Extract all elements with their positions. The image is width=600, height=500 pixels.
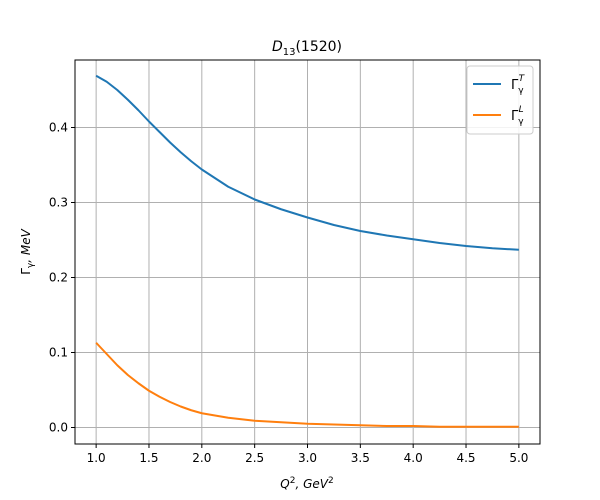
- y-axis-label-sub: γ: [26, 262, 36, 268]
- x-axis-label-sup2: 2: [328, 476, 334, 486]
- ticks: 1.0 1.5 2.0 2.5 3.0 3.5 4.0 4.5 5.0 0.0 0.1 0.2 0.3 0…: [49, 121, 529, 466]
- x-tick-label: 2.0: [192, 451, 211, 465]
- legend-label-transverse-base: Γ: [511, 78, 519, 93]
- chart-title: D13(1520): [272, 39, 342, 58]
- y-tick-label: 0.3: [49, 196, 68, 210]
- legend-label-transverse: ΓγT: [511, 74, 526, 96]
- y-tick-label: 0.0: [49, 421, 68, 435]
- y-axis-label-rest: , MeV: [19, 228, 33, 262]
- y-axis-label: Γγ, MeV: [19, 228, 36, 274]
- legend-label-longitudinal-sub: γ: [518, 117, 524, 127]
- x-tick-label: 5.0: [509, 451, 528, 465]
- x-axis-label-mid: , GeV: [295, 477, 328, 491]
- legend-label-longitudinal-base: Γ: [511, 109, 519, 124]
- y-axis-label-base: Γ: [19, 268, 33, 275]
- series-line-transverse: [95, 74, 519, 251]
- legend-label-longitudinal-sup: L: [519, 105, 524, 115]
- x-axis-label-sup: 2: [290, 476, 296, 486]
- x-axis-label: Q2, GeV2: [280, 476, 333, 491]
- y-tick-label: 0.2: [49, 271, 68, 285]
- x-tick-label: 1.0: [87, 451, 106, 465]
- legend: ΓγT ΓγL: [466, 65, 534, 135]
- legend-label-transverse-sup: T: [519, 74, 526, 84]
- chart-title-rest: (1520): [295, 39, 342, 55]
- x-tick-label: 3.5: [351, 451, 370, 465]
- legend-label-transverse-sub: γ: [518, 86, 524, 96]
- legend-label-longitudinal: ΓγL: [511, 105, 524, 127]
- x-tick-label: 2.5: [245, 451, 264, 465]
- series-layer: [95, 74, 519, 428]
- x-axis-label-base: Q: [280, 477, 289, 491]
- x-tick-label: 1.5: [139, 451, 158, 465]
- chart-title-sub: 13: [283, 47, 296, 58]
- x-tick-label: 3.0: [298, 451, 317, 465]
- x-tick-label: 4.0: [404, 451, 423, 465]
- y-tick-label: 0.4: [49, 121, 68, 135]
- y-tick-label: 0.1: [49, 346, 68, 360]
- chart-title-base: D: [272, 39, 283, 55]
- series-line-longitudinal: [95, 342, 519, 428]
- x-tick-label: 4.5: [456, 451, 475, 465]
